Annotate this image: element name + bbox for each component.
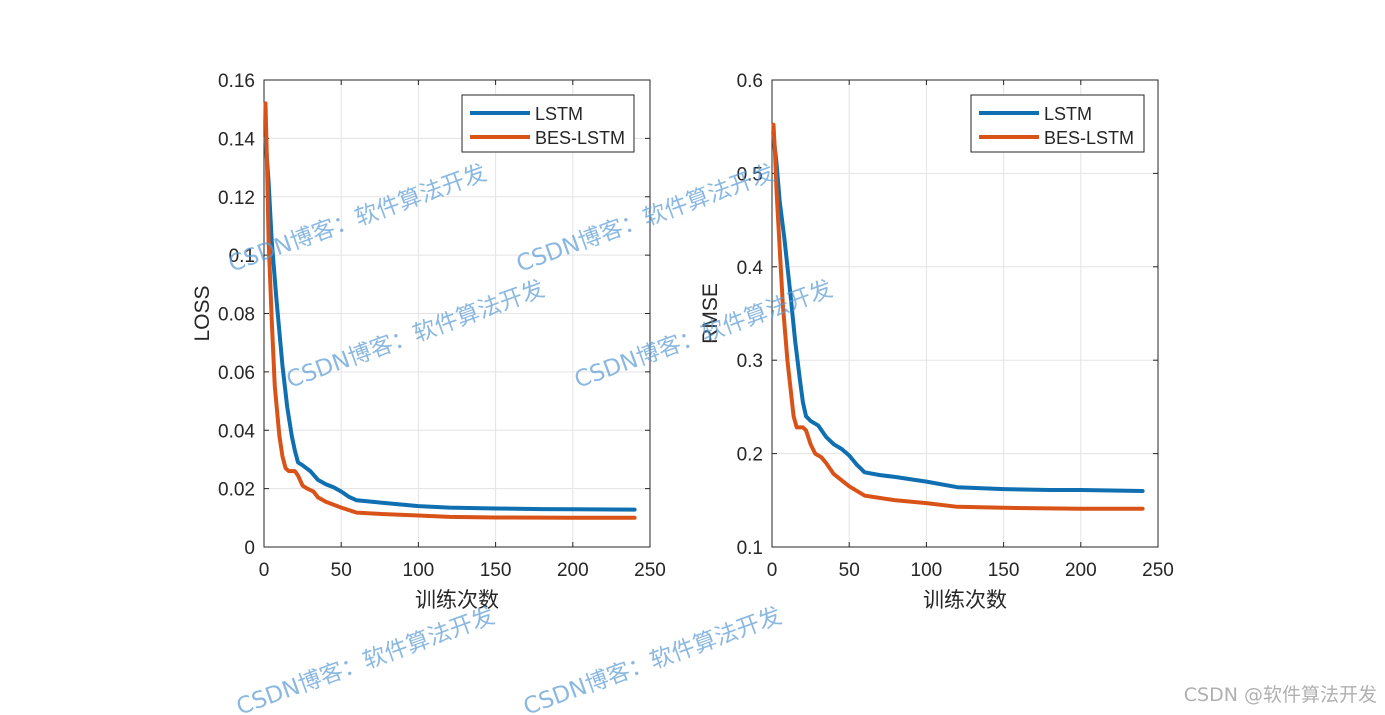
series-line-lstm: [263, 136, 637, 512]
x-tick-label: 100: [403, 560, 435, 581]
x-tick-label: 50: [331, 560, 352, 581]
y-tick-label: 0: [244, 538, 255, 559]
y-tick-label: 0.6: [737, 71, 763, 92]
y-tick-label: 0.14: [218, 129, 255, 150]
plot-area: [772, 80, 1158, 547]
legend: LSTM BES-LSTM: [970, 94, 1145, 153]
legend-entry-label: BES-LSTM: [1044, 128, 1134, 148]
y-tick-label: 0.02: [218, 480, 255, 501]
axes-box: [771, 79, 1159, 548]
y-tick-label: 0.2: [737, 445, 763, 466]
y-tick-label: 0.16: [218, 71, 255, 92]
x-tick-label: 150: [480, 560, 512, 581]
x-tick-label: 150: [988, 560, 1020, 581]
watermark: CSDN博客：软件算法开发: [233, 603, 498, 715]
y-tick-label: 0.06: [218, 363, 255, 384]
watermark: CSDN博客：软件算法开发: [520, 603, 785, 715]
y-axis-label: LOSS: [191, 285, 214, 341]
loss-chart: 0 50 100 150 200 250 0 0.02 0.04 0.06 0.08 0.1 0.12 0…: [191, 71, 666, 612]
x-axis-label: 训练次数: [415, 588, 499, 612]
rmse-chart: 0 50 100 150 200 250 0.1 0.2 0.3 0.4 0.5 0.6 训练次数 RMS…: [699, 71, 1174, 612]
x-tick-label: 0: [259, 560, 270, 581]
x-tick-label: 200: [557, 560, 589, 581]
legend-entry-label: LSTM: [535, 104, 583, 124]
y-tick-label: 0.1: [737, 538, 763, 559]
series-line-bes-lstm: [771, 122, 1145, 511]
x-tick-label: 250: [634, 560, 666, 581]
y-tick-label: 0.08: [218, 305, 255, 326]
legend-entry-label: LSTM: [1044, 104, 1092, 124]
y-tick-label: 0.1: [229, 246, 255, 267]
legend-entry-label: BES-LSTM: [535, 128, 625, 148]
y-tick-label: 0.04: [218, 421, 255, 442]
y-tick-label: 0.12: [218, 188, 255, 209]
x-tick-label: 250: [1142, 560, 1174, 581]
series-line-bes-lstm: [263, 101, 637, 520]
legend-box: [461, 94, 635, 153]
series-line-lstm: [771, 134, 1145, 493]
legend-box: [970, 94, 1145, 153]
x-tick-label: 200: [1065, 560, 1097, 581]
x-tick-label: 100: [911, 560, 943, 581]
x-tick-label: 0: [767, 560, 778, 581]
y-axis-label: RMSE: [699, 283, 722, 344]
csdn-credit: CSDN @软件算法开发: [1183, 684, 1377, 706]
y-tick-label: 0.4: [737, 258, 764, 279]
legend: LSTM BES-LSTM: [461, 94, 635, 153]
x-axis-label: 训练次数: [923, 588, 1007, 612]
y-tick-label: 0.3: [737, 351, 763, 372]
x-tick-label: 50: [839, 560, 860, 581]
y-tick-label: 0.5: [737, 164, 763, 185]
